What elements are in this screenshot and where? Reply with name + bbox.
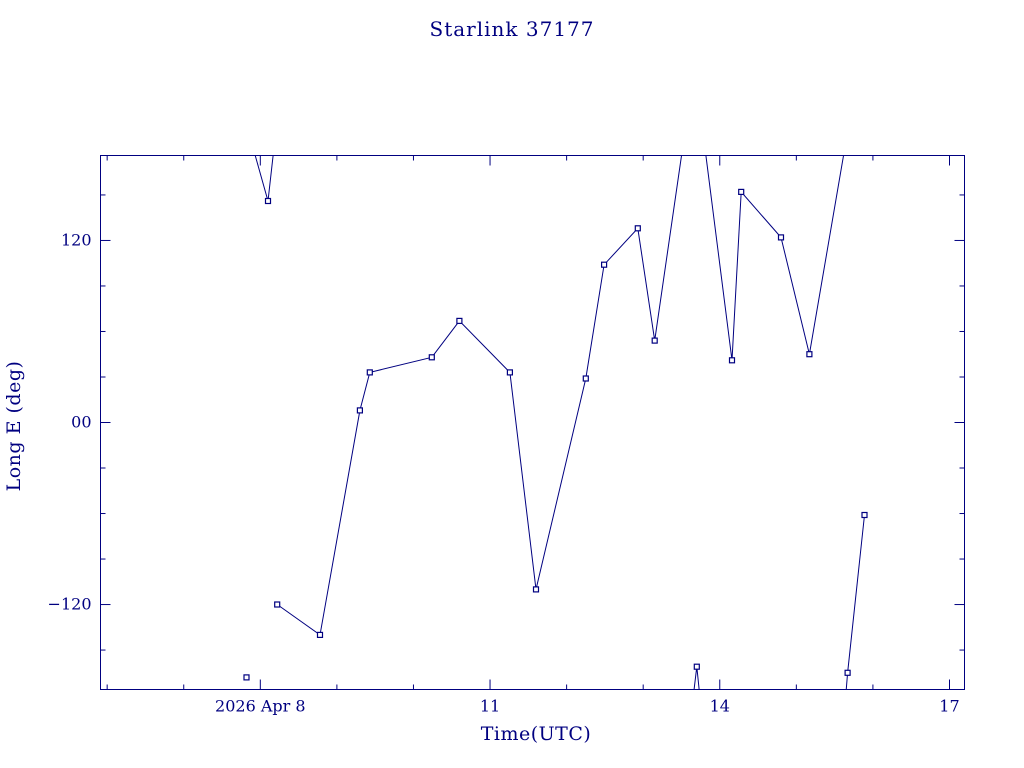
- y-axis-title: Long E (deg): [3, 361, 25, 492]
- data-point-marker: [243, 674, 250, 681]
- data-point-markers: [243, 188, 868, 681]
- series-line-segment: [693, 666, 700, 690]
- y-tick-label: 00: [71, 413, 91, 432]
- series-line-segment: [254, 155, 274, 202]
- y-tick-label: 120: [61, 230, 92, 249]
- chart-title: Starlink 37177: [430, 17, 595, 41]
- x-tick-label: 2026 Apr 8: [215, 697, 306, 716]
- y-tick-label: −120: [48, 595, 92, 614]
- axes-box-and-ticks: 2026 Apr 8 11 14 17 120 00 −120: [48, 155, 965, 716]
- data-point-marker: [264, 197, 272, 205]
- x-tick-label: 14: [710, 697, 730, 716]
- data-point-marker: [506, 369, 513, 376]
- data-point-marker: [316, 631, 324, 639]
- data-point-marker: [600, 261, 608, 268]
- data-point-marker: [582, 375, 589, 382]
- data-point-marker: [274, 601, 281, 608]
- x-axis-title: Time(UTC): [481, 723, 592, 745]
- data-point-marker: [634, 225, 641, 232]
- data-point-marker: [456, 317, 463, 324]
- series-line-segment: [845, 514, 865, 690]
- data-point-marker: [738, 188, 745, 195]
- data-point-marker: [651, 337, 658, 344]
- longitude-data-series: [254, 155, 865, 690]
- data-point-marker: [532, 586, 540, 593]
- data-point-marker: [806, 351, 813, 358]
- data-point-marker: [861, 511, 868, 519]
- series-line-segment: [276, 155, 845, 636]
- data-point-marker: [728, 357, 736, 364]
- data-point-marker: [844, 669, 851, 676]
- data-point-marker: [356, 407, 363, 414]
- data-point-marker: [693, 663, 700, 670]
- data-point-marker: [428, 354, 435, 361]
- x-tick-label: 17: [939, 697, 959, 716]
- data-point-marker: [366, 369, 373, 376]
- data-point-marker: [777, 234, 785, 241]
- x-tick-label: 11: [480, 697, 500, 716]
